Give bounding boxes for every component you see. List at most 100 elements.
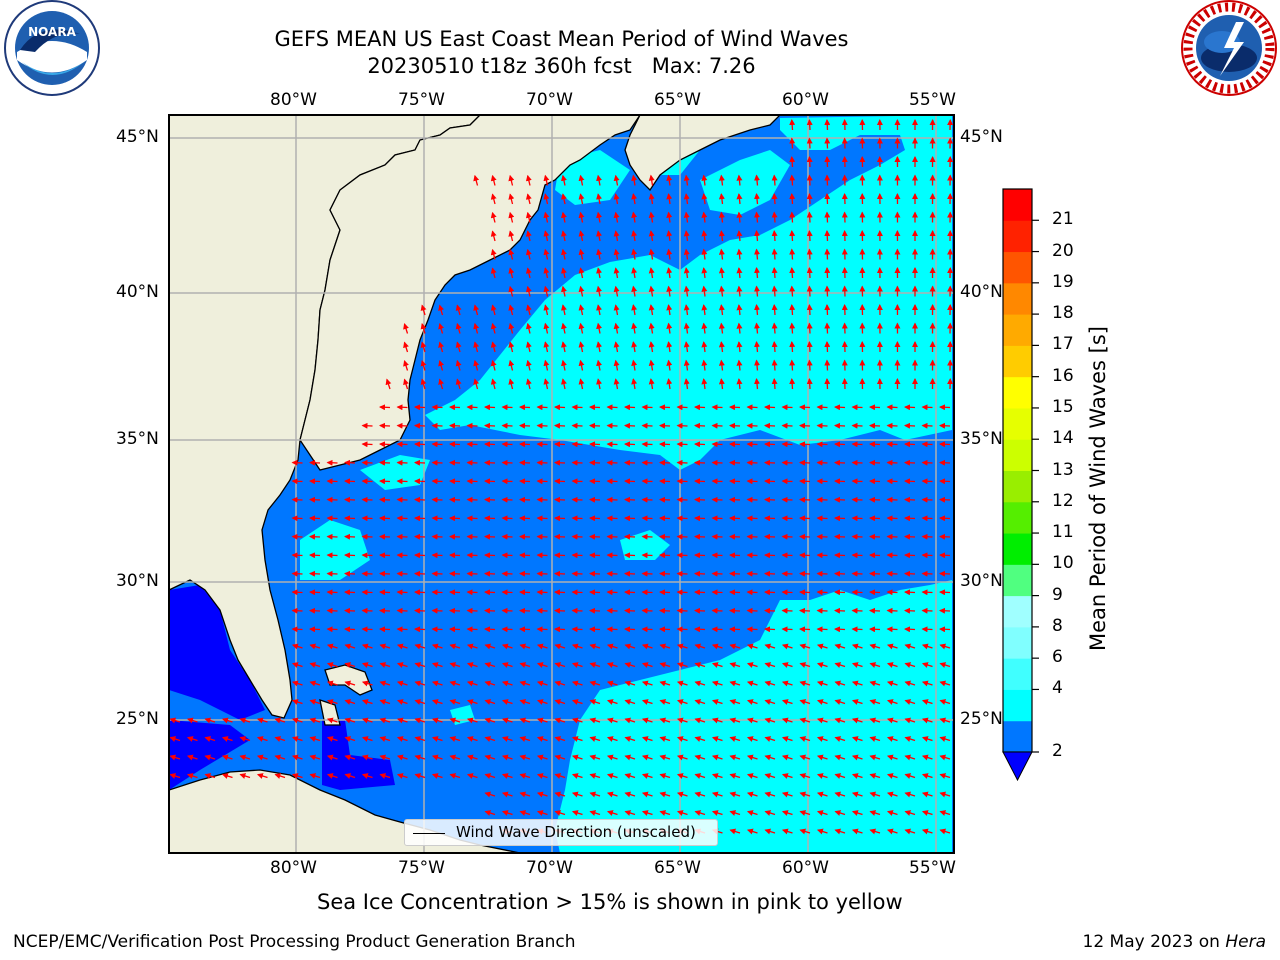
- legend-line-sample: [413, 833, 445, 834]
- wave-direction-arrow: [543, 359, 550, 371]
- wave-direction-arrow: [361, 754, 373, 761]
- wave-direction-arrow: [396, 404, 408, 411]
- wave-direction-arrow: [578, 304, 585, 316]
- wave-direction-arrow: [536, 773, 548, 779]
- wave-direction-arrow: [326, 552, 338, 559]
- wave-direction-arrow: [361, 680, 373, 687]
- wave-direction-arrow: [449, 607, 461, 614]
- wave-direction-arrow: [361, 643, 373, 650]
- wave-direction-arrow: [834, 478, 846, 485]
- wave-direction-arrow: [816, 626, 828, 633]
- wave-direction-arrow: [519, 754, 531, 761]
- wave-direction-arrow: [624, 459, 636, 466]
- wave-direction-arrow: [834, 662, 846, 668]
- wave-direction-arrow: [939, 533, 951, 540]
- wave-direction-arrow: [473, 359, 480, 371]
- wave-direction-arrow: [694, 754, 706, 761]
- wave-direction-arrow: [694, 459, 706, 466]
- wave-direction-arrow: [676, 459, 688, 466]
- wave-direction-arrow: [606, 773, 618, 779]
- wave-direction-arrow: [904, 754, 916, 761]
- wave-direction-arrow: [606, 643, 618, 650]
- wave-direction-arrow: [606, 699, 618, 705]
- wave-direction-arrow: [396, 496, 408, 503]
- wave-direction-arrow: [466, 478, 478, 485]
- figure-title: GEFS MEAN US East Coast Mean Period of W…: [274, 27, 849, 51]
- wave-direction-arrow: [508, 267, 515, 279]
- wave-direction-arrow: [694, 699, 706, 705]
- wave-direction-arrow: [781, 736, 793, 742]
- wave-direction-arrow: [921, 496, 933, 503]
- wave-direction-arrow: [781, 717, 793, 724]
- wave-direction-arrow: [666, 378, 673, 390]
- wave-direction-arrow: [939, 515, 951, 522]
- wave-direction-arrow: [799, 699, 811, 705]
- wave-direction-arrow: [536, 496, 548, 503]
- wave-direction-arrow: [834, 717, 846, 724]
- wave-direction-arrow: [291, 496, 303, 503]
- wave-direction-arrow: [361, 441, 373, 448]
- wave-direction-arrow: [781, 662, 793, 668]
- wave-direction-arrow: [414, 459, 426, 466]
- wave-direction-arrow: [939, 773, 951, 779]
- wave-direction-arrow: [344, 533, 356, 540]
- wave-direction-arrow: [326, 662, 338, 668]
- wave-direction-arrow: [799, 791, 811, 798]
- wave-direction-arrow: [326, 754, 338, 761]
- wave-direction-arrow: [501, 736, 513, 742]
- lon-tick-bottom: 70°W: [526, 858, 573, 878]
- wave-direction-arrow: [816, 404, 828, 411]
- wave-direction-arrow: [701, 248, 708, 260]
- wave-direction-arrow: [806, 119, 813, 131]
- wave-direction-arrow: [536, 643, 548, 650]
- wave-direction-arrow: [921, 589, 933, 596]
- colorbar-tick-label: 2: [1052, 741, 1063, 761]
- wave-direction-arrow: [746, 422, 758, 429]
- wave-direction-arrow: [536, 533, 548, 540]
- wave-direction-arrow: [186, 773, 198, 779]
- wave-direction-arrow: [606, 570, 618, 577]
- wave-direction-arrow: [816, 736, 828, 742]
- colorbar-tick-label: 19: [1052, 271, 1074, 292]
- wave-direction-arrow: [886, 478, 898, 485]
- wave-direction-arrow: [508, 248, 515, 260]
- wave-direction-arrow: [869, 552, 881, 559]
- wave-direction-arrow: [589, 754, 601, 761]
- wave-direction-arrow: [578, 359, 585, 371]
- wave-direction-arrow: [764, 680, 776, 687]
- wave-direction-arrow: [648, 378, 655, 390]
- wave-direction-arrow: [501, 662, 513, 668]
- wave-direction-arrow: [834, 441, 846, 448]
- wave-direction-arrow: [701, 285, 708, 297]
- wave-direction-arrow: [571, 662, 583, 668]
- wave-direction-arrow: [666, 322, 673, 334]
- wave-direction-arrow: [414, 552, 426, 559]
- wave-direction-arrow: [921, 626, 933, 633]
- wave-direction-arrow: [824, 341, 831, 353]
- wave-direction-arrow: [466, 570, 478, 577]
- wave-direction-arrow: [729, 662, 741, 668]
- wave-direction-arrow: [711, 791, 723, 798]
- wave-direction-arrow: [694, 643, 706, 650]
- wave-direction-arrow: [736, 211, 743, 223]
- wave-direction-arrow: [736, 248, 743, 260]
- wave-direction-arrow: [624, 478, 636, 485]
- wave-direction-arrow: [694, 552, 706, 559]
- wave-direction-arrow: [554, 791, 566, 798]
- wave-direction-arrow: [561, 267, 567, 279]
- wave-direction-arrow: [484, 552, 496, 559]
- colorbar-band: [1003, 220, 1032, 253]
- wave-direction-arrow: [606, 478, 618, 485]
- wave-direction-arrow: [771, 211, 778, 223]
- lat-tick-right: 45°N: [960, 127, 1003, 147]
- wave-direction-arrow: [921, 533, 933, 540]
- wave-direction-arrow: [799, 441, 811, 448]
- wave-direction-arrow: [869, 643, 881, 650]
- wave-direction-arrow: [536, 607, 548, 614]
- wave-direction-arrow: [326, 533, 338, 540]
- wave-direction-arrow: [543, 230, 550, 242]
- wave-direction-arrow: [851, 607, 863, 614]
- wave-direction-arrow: [455, 341, 462, 353]
- wave-direction-arrow: [466, 404, 478, 411]
- wave-direction-arrow: [571, 810, 583, 816]
